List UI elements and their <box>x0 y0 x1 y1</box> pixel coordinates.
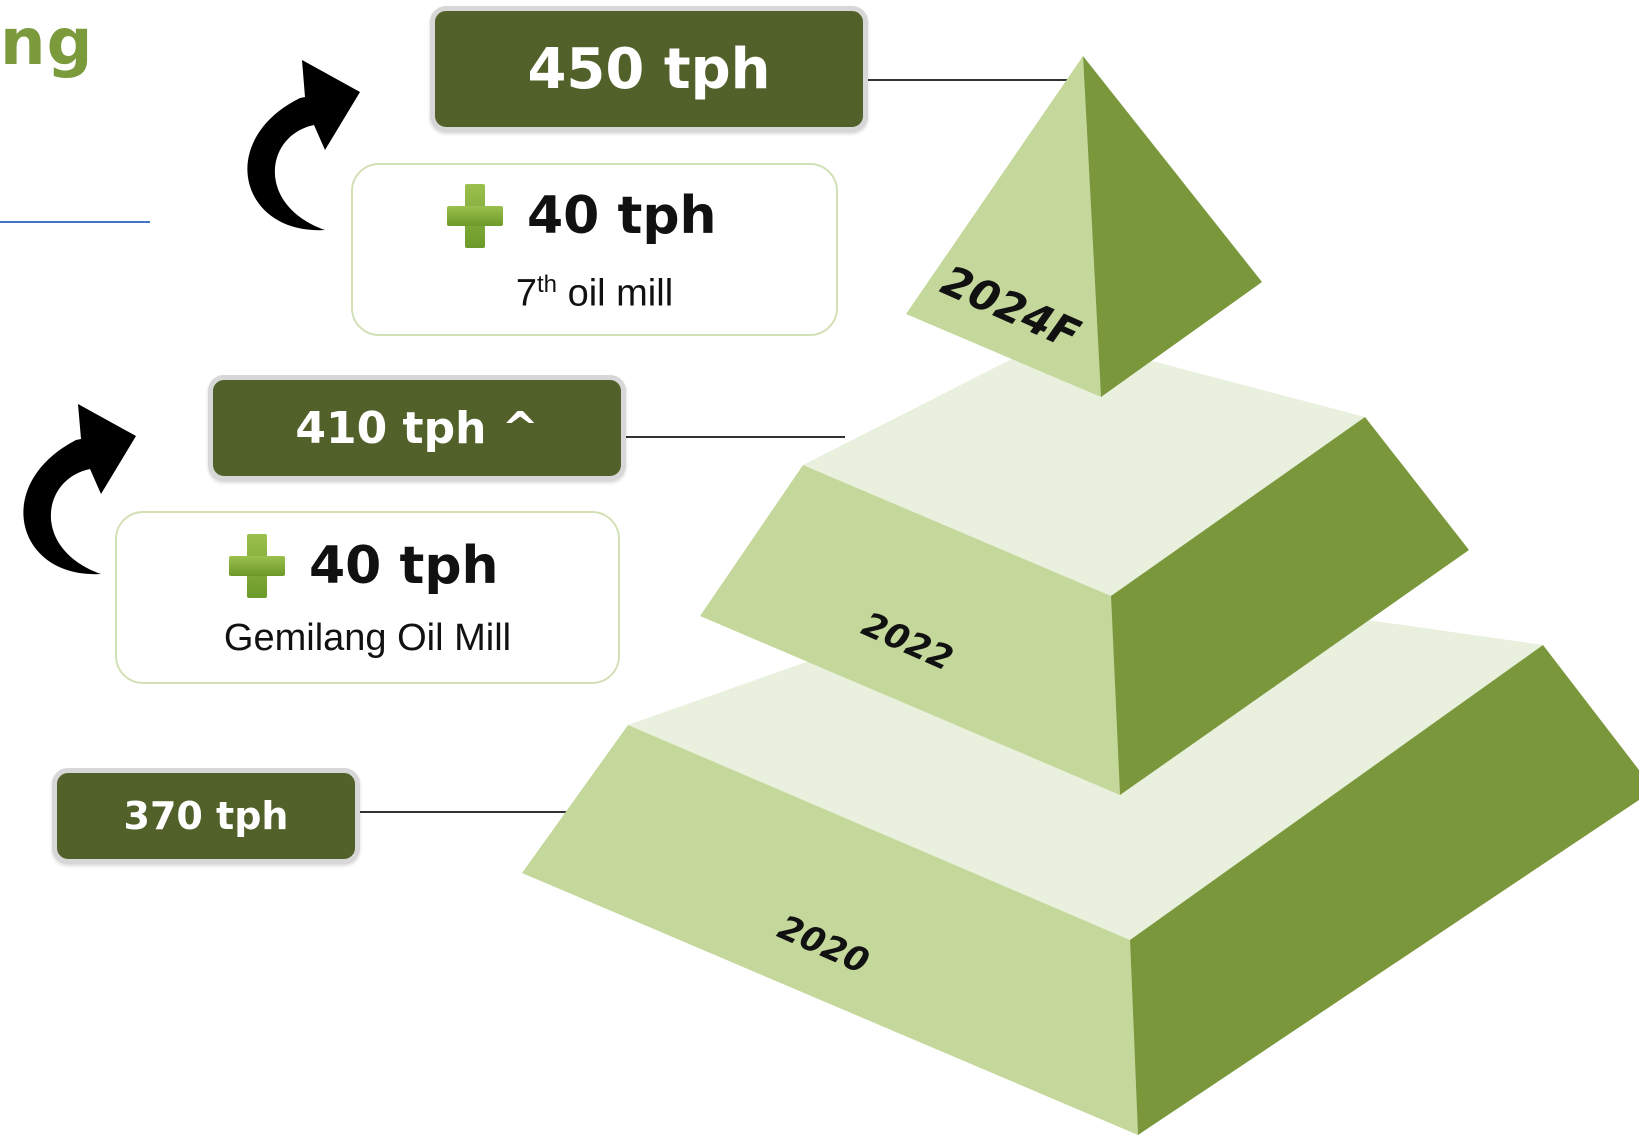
addition-description: 7th oil mill <box>515 271 674 315</box>
heading-underline <box>0 221 150 223</box>
capacity-box-410: 410 tph ^ <box>208 375 626 481</box>
capacity-label-410: 410 tph ^ <box>295 402 539 454</box>
plus-icon <box>229 534 285 598</box>
capacity-box-370: 370 tph <box>52 768 360 864</box>
capacity-label-370: 370 tph <box>123 794 289 838</box>
addition-box-gemilang: 40 tph Gemilang Oil Mill <box>115 511 620 684</box>
heading-fragment: ng <box>0 6 94 80</box>
addition-amount: 40 tph <box>309 536 499 596</box>
capacity-box-450: 450 tph <box>430 6 868 132</box>
plus-icon <box>447 184 503 248</box>
capacity-label-450: 450 tph <box>527 36 771 102</box>
addition-description: Gemilang Oil Mill <box>223 617 512 659</box>
addition-box-7th-mill: 40 tph 7th oil mill <box>351 163 838 336</box>
addition-amount: 40 tph <box>527 186 717 246</box>
tier-2022 <box>700 336 1469 795</box>
tier-2024F <box>906 56 1262 397</box>
